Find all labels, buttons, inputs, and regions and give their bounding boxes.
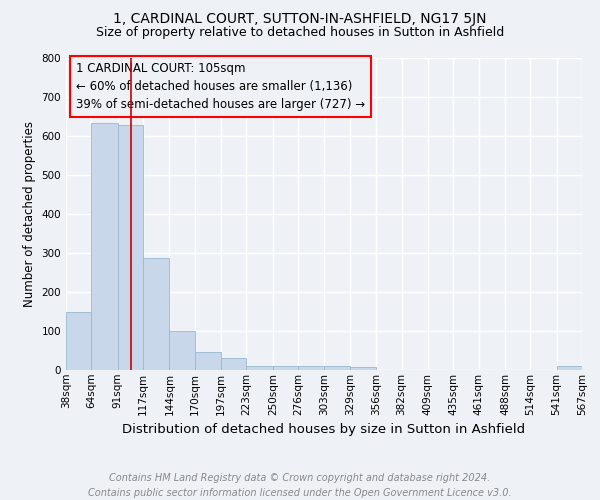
X-axis label: Distribution of detached houses by size in Sutton in Ashfield: Distribution of detached houses by size … — [122, 423, 526, 436]
Bar — [247, 366, 273, 370]
Bar — [273, 366, 298, 370]
Bar — [91, 123, 118, 370]
Text: 1 CARDINAL COURT: 105sqm
← 60% of detached houses are smaller (1,136)
39% of sem: 1 CARDINAL COURT: 105sqm ← 60% of detach… — [76, 62, 365, 111]
Y-axis label: Number of detached properties: Number of detached properties — [23, 120, 36, 306]
Bar — [350, 368, 376, 370]
Bar — [66, 312, 91, 370]
Bar — [557, 366, 582, 370]
Text: 1, CARDINAL COURT, SUTTON-IN-ASHFIELD, NG17 5JN: 1, CARDINAL COURT, SUTTON-IN-ASHFIELD, N… — [113, 12, 487, 26]
Bar — [118, 125, 143, 370]
Bar — [195, 352, 221, 370]
Text: Size of property relative to detached houses in Sutton in Ashfield: Size of property relative to detached ho… — [96, 26, 504, 39]
Bar — [169, 330, 195, 370]
Text: Contains HM Land Registry data © Crown copyright and database right 2024.
Contai: Contains HM Land Registry data © Crown c… — [88, 472, 512, 498]
Bar — [298, 366, 325, 370]
Bar — [221, 358, 247, 370]
Bar — [143, 258, 169, 370]
Bar — [325, 366, 350, 370]
